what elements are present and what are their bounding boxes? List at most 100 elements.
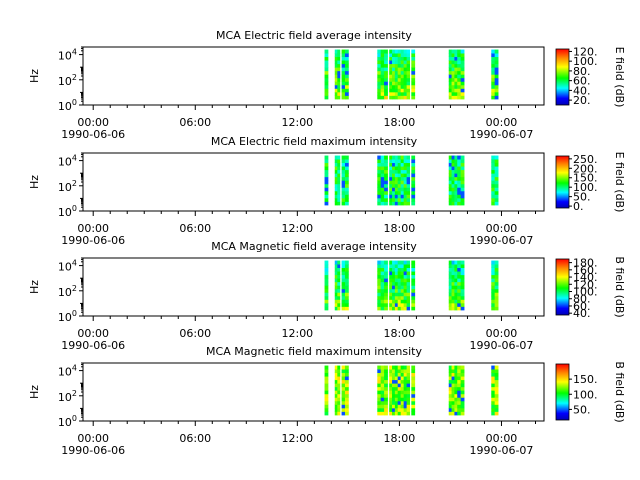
spectrogram-cell	[394, 95, 399, 100]
spectrogram-cell	[380, 278, 385, 283]
spectrogram-cell	[324, 386, 329, 391]
spectrogram-cell	[377, 376, 382, 381]
spectrogram-cell	[451, 194, 455, 199]
spectrogram-cell	[324, 95, 329, 100]
spectrogram-cell	[457, 404, 462, 409]
spectrogram-cell	[406, 390, 411, 395]
spectrogram-cell	[406, 49, 411, 54]
spectrogram-cell	[394, 81, 399, 86]
spectrogram-cell	[454, 264, 458, 269]
spectrogram-cell	[494, 369, 499, 374]
spectrogram-cell	[392, 369, 396, 374]
spectrogram-cell	[334, 159, 338, 164]
spectrogram-cell	[494, 267, 499, 272]
spectrogram-cell	[400, 155, 405, 160]
spectrogram-cell	[337, 369, 341, 374]
spectrogram-cell	[392, 397, 396, 402]
spectrogram-cell	[400, 379, 405, 384]
spectrogram-cell	[406, 369, 411, 374]
spectrogram-cell	[451, 271, 455, 276]
spectrogram-cell	[334, 411, 338, 416]
spectrogram-cell	[392, 264, 396, 269]
spectrogram-cell	[457, 306, 462, 311]
spectrogram-cell	[494, 176, 499, 181]
spectrogram-cell	[384, 376, 388, 381]
spectrogram-cell	[411, 77, 416, 82]
spectrogram-cell	[389, 285, 393, 290]
spectrogram-cell	[400, 365, 405, 370]
spectrogram-cell	[337, 299, 341, 304]
spectrogram-cell	[324, 63, 329, 68]
spectrogram-cell	[448, 383, 452, 388]
spectrogram-cell	[406, 169, 411, 174]
spectrogram-cell	[389, 180, 393, 185]
spectrogram-cell	[384, 169, 388, 174]
spectrogram-cell	[337, 166, 341, 171]
spectrogram-cell	[380, 53, 385, 58]
spectrogram-cell	[454, 56, 458, 61]
spectrogram-cell	[334, 302, 338, 307]
spectrogram-cell	[406, 91, 411, 96]
spectrogram-cell	[411, 400, 416, 405]
spectrogram-cell	[324, 77, 329, 82]
spectrogram-cell	[491, 88, 496, 93]
spectrogram-cell	[494, 281, 499, 286]
spectrogram-cell	[491, 70, 496, 75]
spectrogram-cell	[392, 84, 396, 89]
spectrogram-cell	[411, 369, 416, 374]
spectrogram-cell	[494, 201, 499, 206]
spectrogram-cell	[380, 84, 385, 89]
spectrogram-cell	[344, 187, 349, 192]
y-tick-label: 102	[58, 179, 77, 194]
spectrogram-cell	[400, 411, 405, 416]
spectrogram-cell	[344, 159, 349, 164]
spectrogram-cell	[380, 376, 385, 381]
spectrogram-cell	[394, 194, 399, 199]
spectrogram-cell	[491, 84, 496, 89]
spectrogram-cell	[403, 77, 408, 82]
spectrogram-cell	[400, 84, 405, 89]
spectrogram-cell	[389, 404, 393, 409]
spectrogram-cell	[403, 201, 408, 206]
spectrogram-cell	[411, 197, 416, 202]
spectrogram-cell	[460, 63, 465, 68]
spectrogram-cell	[406, 260, 411, 265]
spectrogram-cell	[403, 365, 408, 370]
spectrogram-cell	[341, 88, 346, 93]
colorbar-scale	[555, 155, 570, 209]
spectrogram-cell	[380, 169, 385, 174]
spectrogram-cell	[324, 88, 329, 93]
spectrogram-cell	[341, 390, 346, 395]
spectrogram-cell	[403, 390, 408, 395]
spectrogram-cell	[334, 288, 338, 293]
spectrogram-cell	[341, 169, 346, 174]
spectrogram-cell	[411, 404, 416, 409]
spectrogram-cell	[377, 74, 382, 79]
axes-frame	[82, 257, 545, 317]
y-tick-exponent: 2	[72, 179, 77, 188]
spectrogram-cell	[337, 393, 341, 398]
y-axis-label: Hz	[28, 385, 41, 399]
spectrogram-cell	[400, 386, 405, 391]
colorbar: 50. 100. 150. B field (dB)	[555, 361, 626, 423]
spectrogram-cell	[389, 183, 393, 188]
spectrogram-cell	[324, 197, 329, 202]
spectrogram-cell	[460, 292, 465, 297]
spectrogram-cell	[460, 267, 465, 272]
spectrogram-cell	[392, 183, 396, 188]
spectrogram-cell	[334, 369, 338, 374]
spectrogram-cell	[457, 67, 462, 72]
spectrogram-cell	[344, 169, 349, 174]
spectrogram-cell	[384, 91, 388, 96]
spectrogram-cell	[377, 278, 382, 283]
spectrogram-cell	[377, 292, 382, 297]
spectrogram-cell	[451, 183, 455, 188]
spectrogram-cell	[451, 201, 455, 206]
spectrogram-cell	[344, 70, 349, 75]
spectrogram-cell	[454, 169, 458, 174]
spectrogram-cell	[403, 176, 408, 181]
spectrogram-cell	[403, 295, 408, 300]
spectrogram-cell	[400, 190, 405, 195]
spectrogram-cell	[451, 84, 455, 89]
